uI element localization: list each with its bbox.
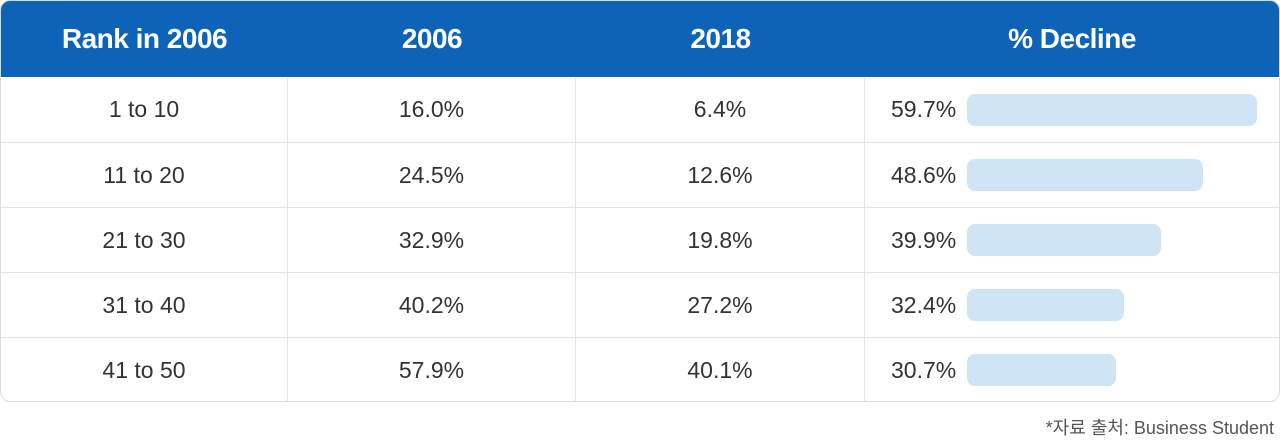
table-row: 1 to 10 16.0% 6.4% 59.7% <box>1 77 1279 142</box>
table-row: 41 to 50 57.9% 40.1% 30.7% <box>1 337 1279 401</box>
value-2018-cell: 40.1% <box>576 338 865 401</box>
table-row: 21 to 30 32.9% 19.8% 39.9% <box>1 207 1279 272</box>
value-2006-cell: 57.9% <box>288 338 576 401</box>
decline-bar <box>967 289 1124 321</box>
decline-bar <box>967 159 1203 191</box>
rank-cell: 1 to 10 <box>1 77 288 142</box>
decline-bar-track <box>967 93 1257 126</box>
rank-cell: 21 to 30 <box>1 208 288 272</box>
decline-label: 32.4% <box>891 291 957 318</box>
table-row: 11 to 20 24.5% 12.6% 48.6% <box>1 142 1279 207</box>
decline-cell: 32.4% <box>865 273 1279 337</box>
decline-label: 59.7% <box>891 96 957 122</box>
decline-bar-track <box>967 224 1257 256</box>
decline-table: Rank in 2006 2006 2018 % Decline 1 to 10… <box>0 0 1280 402</box>
value-2006-cell: 16.0% <box>288 77 576 142</box>
decline-bar-track <box>967 354 1257 386</box>
value-2018-cell: 27.2% <box>576 273 865 337</box>
header-2018: 2018 <box>690 23 751 54</box>
decline-bar <box>967 224 1161 256</box>
rank-cell: 11 to 20 <box>1 143 288 207</box>
header-decline: % Decline <box>1008 23 1136 54</box>
value-2006-cell: 24.5% <box>288 143 576 207</box>
decline-label: 39.9% <box>891 226 957 253</box>
decline-cell: 30.7% <box>865 338 1279 401</box>
decline-label: 30.7% <box>891 356 957 383</box>
decline-cell: 48.6% <box>865 143 1279 207</box>
rank-cell: 31 to 40 <box>1 273 288 337</box>
value-2006-cell: 40.2% <box>288 273 576 337</box>
value-2018-cell: 19.8% <box>576 208 865 272</box>
decline-bar-track <box>967 289 1257 321</box>
decline-bar <box>967 93 1257 126</box>
decline-bar <box>967 354 1116 386</box>
decline-label: 48.6% <box>891 161 957 188</box>
decline-bar-track <box>967 159 1257 191</box>
header-rank: Rank in 2006 <box>61 23 228 54</box>
value-2018-cell: 12.6% <box>576 143 865 207</box>
rank-cell: 41 to 50 <box>1 338 288 401</box>
table-row: 31 to 40 40.2% 27.2% 32.4% <box>1 272 1279 337</box>
table-header: Rank in 2006 2006 2018 % Decline <box>1 1 1279 77</box>
decline-cell: 39.9% <box>865 208 1279 272</box>
header-2006: 2006 <box>401 23 463 54</box>
decline-cell: 59.7% <box>865 77 1279 142</box>
value-2018-cell: 6.4% <box>576 77 865 142</box>
source-note: *자료 출처: Business Student <box>1045 418 1274 438</box>
value-2006-cell: 32.9% <box>288 208 576 272</box>
table-body: 1 to 10 16.0% 6.4% 59.7% 11 to 20 24.5% 12.6% 4… <box>1 77 1279 401</box>
